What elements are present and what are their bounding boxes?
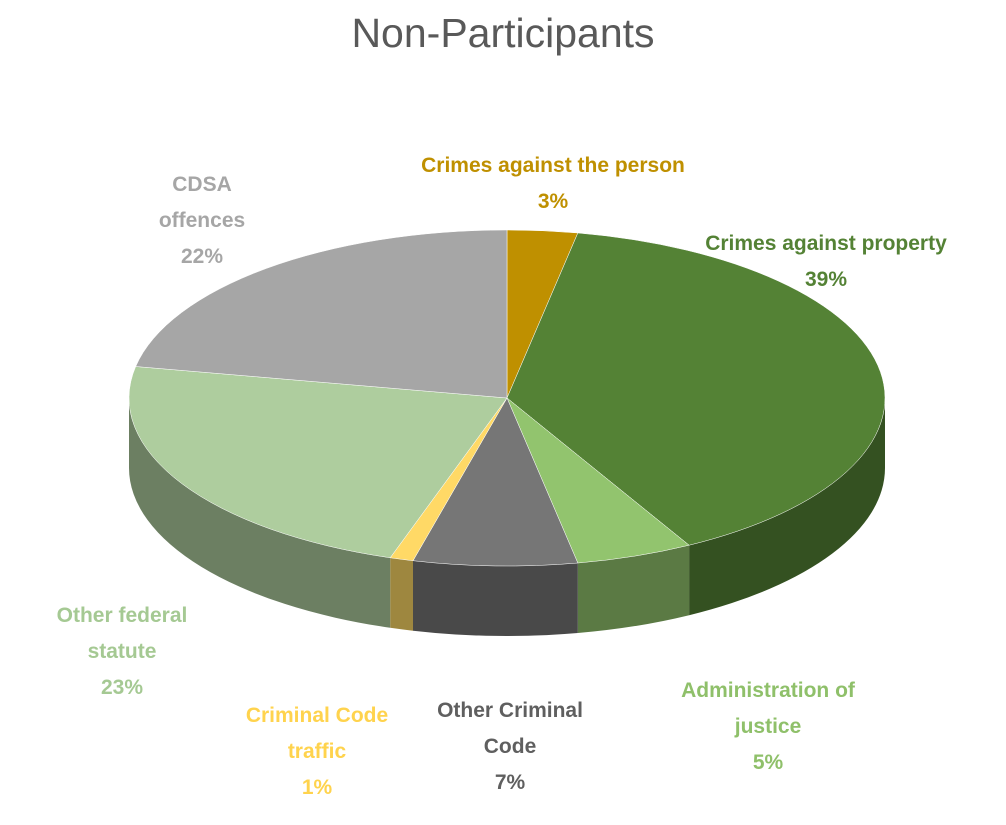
value-label: 7%	[494, 771, 526, 794]
data-label: Other federal statute 23%	[32, 598, 212, 706]
data-label: Crimes against the person 3%	[383, 148, 723, 220]
slice-top	[135, 229, 508, 399]
slice-top	[412, 397, 579, 567]
slice-top	[506, 232, 886, 546]
slice-side	[689, 398, 885, 616]
data-label: CDSA offences 22%	[142, 167, 262, 275]
slice-side	[390, 557, 413, 631]
chart-title: Non-Participants	[351, 10, 655, 56]
slice-side	[129, 398, 391, 628]
value-label: 23%	[100, 676, 144, 699]
slice	[412, 397, 579, 636]
value-label: 3%	[537, 190, 569, 213]
slice-side	[412, 560, 578, 636]
value-label: 39%	[804, 268, 848, 291]
category-label: Administration of justice	[681, 679, 855, 738]
data-label: Other Criminal Code 7%	[415, 693, 605, 801]
data-label: Administration of justice 5%	[668, 673, 868, 781]
slice-top	[128, 366, 508, 559]
value-label: 1%	[301, 776, 333, 799]
slice	[506, 232, 886, 616]
slice-side	[577, 545, 690, 634]
value-label: 5%	[752, 751, 784, 774]
slice	[128, 366, 508, 628]
category-label: Crimes against property	[705, 232, 947, 255]
data-label: Criminal Code traffic 1%	[225, 698, 410, 806]
category-label: Crimes against the person	[421, 154, 685, 177]
category-label: Other Criminal Code	[437, 699, 583, 758]
slice	[135, 229, 508, 399]
data-label: Crimes against property 39%	[676, 226, 976, 298]
category-label: Other federal statute	[56, 604, 188, 663]
slice	[506, 397, 690, 634]
value-label: 22%	[180, 245, 224, 268]
category-label: CDSA offences	[158, 173, 246, 232]
category-label: Criminal Code traffic	[245, 704, 389, 763]
